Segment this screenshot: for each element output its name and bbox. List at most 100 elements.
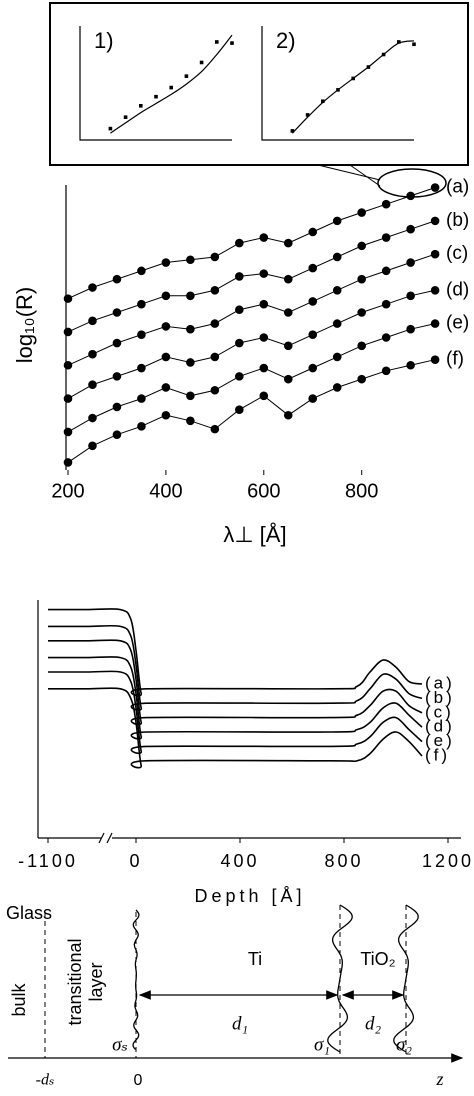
series-line (48, 687, 423, 769)
inset-axes (261, 26, 414, 141)
x-tick-label: 0 (129, 851, 142, 871)
x-tick-label: 200 (51, 480, 84, 502)
roughness-wave (132, 909, 140, 1050)
data-point (381, 266, 391, 276)
glass-label: Glass (6, 903, 52, 923)
data-point (112, 430, 122, 439)
data-point (283, 308, 293, 317)
inset-point (123, 115, 128, 119)
callout-line (349, 164, 381, 187)
data-point (357, 374, 366, 384)
inset-point (154, 94, 158, 99)
data-point (112, 308, 122, 317)
data-point (161, 352, 171, 362)
data-point (235, 272, 244, 281)
series-label: (e) (446, 313, 469, 334)
series-label: (e) (425, 731, 455, 750)
layer-diagram: Glass bulk transitional layer Ti TiO₂ d₁… (6, 903, 464, 1089)
data-point (332, 319, 342, 328)
data-point (63, 294, 73, 303)
data-point (332, 352, 342, 362)
inset-point (321, 99, 325, 104)
inset-point (305, 113, 310, 117)
axis-break (106, 832, 113, 844)
bulk-label: bulk (9, 982, 29, 1016)
inset-point (215, 40, 219, 44)
data-point (308, 330, 318, 340)
z-label: z (435, 1069, 443, 1089)
series-line (47, 656, 423, 740)
data-point (283, 341, 293, 351)
series-line (67, 253, 436, 366)
inset-point (169, 85, 173, 90)
x-tick-label: 800 (345, 480, 378, 502)
series-line (48, 670, 423, 755)
tio2-label: TiO₂ (360, 949, 395, 969)
x-tick-label: 400 (149, 480, 182, 502)
data-point (88, 316, 97, 326)
data-point (137, 330, 146, 340)
inset-axes (79, 26, 232, 141)
data-point (63, 327, 73, 337)
inset-box (49, 2, 469, 166)
data-point (332, 252, 342, 262)
series-line (67, 289, 436, 400)
series-label: (a) (425, 673, 455, 692)
x-tick-label: 600 (247, 480, 280, 502)
inset-point (184, 74, 189, 78)
series-line (67, 220, 436, 333)
sigma-1-label: σ₁ (314, 1034, 330, 1055)
data-point (332, 285, 342, 295)
data-point (406, 360, 415, 370)
series-label: (f) (425, 745, 450, 764)
data-point (210, 319, 220, 328)
data-point (88, 283, 97, 292)
series-label: (b) (446, 210, 469, 231)
inset-label: 2) (276, 28, 296, 53)
data-point (137, 422, 146, 431)
data-point (161, 410, 171, 420)
data-point (137, 394, 146, 403)
transitional-label: transitional (65, 938, 85, 1025)
data-point (308, 263, 318, 273)
data-point (235, 405, 244, 414)
data-point (381, 233, 391, 242)
data-point (161, 322, 171, 331)
data-point (210, 385, 220, 395)
inset-point (230, 41, 234, 45)
transitional-label: layer (86, 962, 106, 1001)
data-point (235, 338, 244, 348)
x-tick-label: 1200 (422, 851, 474, 871)
data-point (406, 291, 415, 301)
data-point (308, 394, 318, 403)
inset-fit (110, 34, 233, 134)
data-point (112, 338, 122, 348)
inset-point (397, 40, 401, 44)
series-label: (d) (446, 279, 469, 300)
series-label: (f) (446, 349, 464, 370)
data-point (357, 274, 366, 284)
data-point (88, 380, 97, 389)
data-point (381, 299, 391, 309)
data-point (186, 416, 195, 426)
data-point (430, 355, 440, 365)
data-point (430, 285, 440, 295)
series-label: (c) (425, 702, 454, 721)
data-point (235, 305, 244, 315)
data-point (332, 216, 342, 226)
inset-point (381, 52, 386, 57)
sigma-2-label: σ₂ (396, 1034, 412, 1055)
d1-label: d₁ (232, 1013, 248, 1034)
data-point (259, 363, 269, 373)
data-point (112, 274, 122, 284)
series-line (67, 187, 436, 300)
roughness-wave (393, 904, 419, 1053)
series-label: (d) (425, 717, 455, 736)
data-point (308, 297, 318, 306)
data-point (186, 358, 195, 367)
inset-fit (291, 40, 415, 134)
x-tick-label: 800 (324, 851, 363, 871)
x-axis-label: Depth [Å] (194, 886, 305, 906)
data-point (137, 299, 146, 309)
